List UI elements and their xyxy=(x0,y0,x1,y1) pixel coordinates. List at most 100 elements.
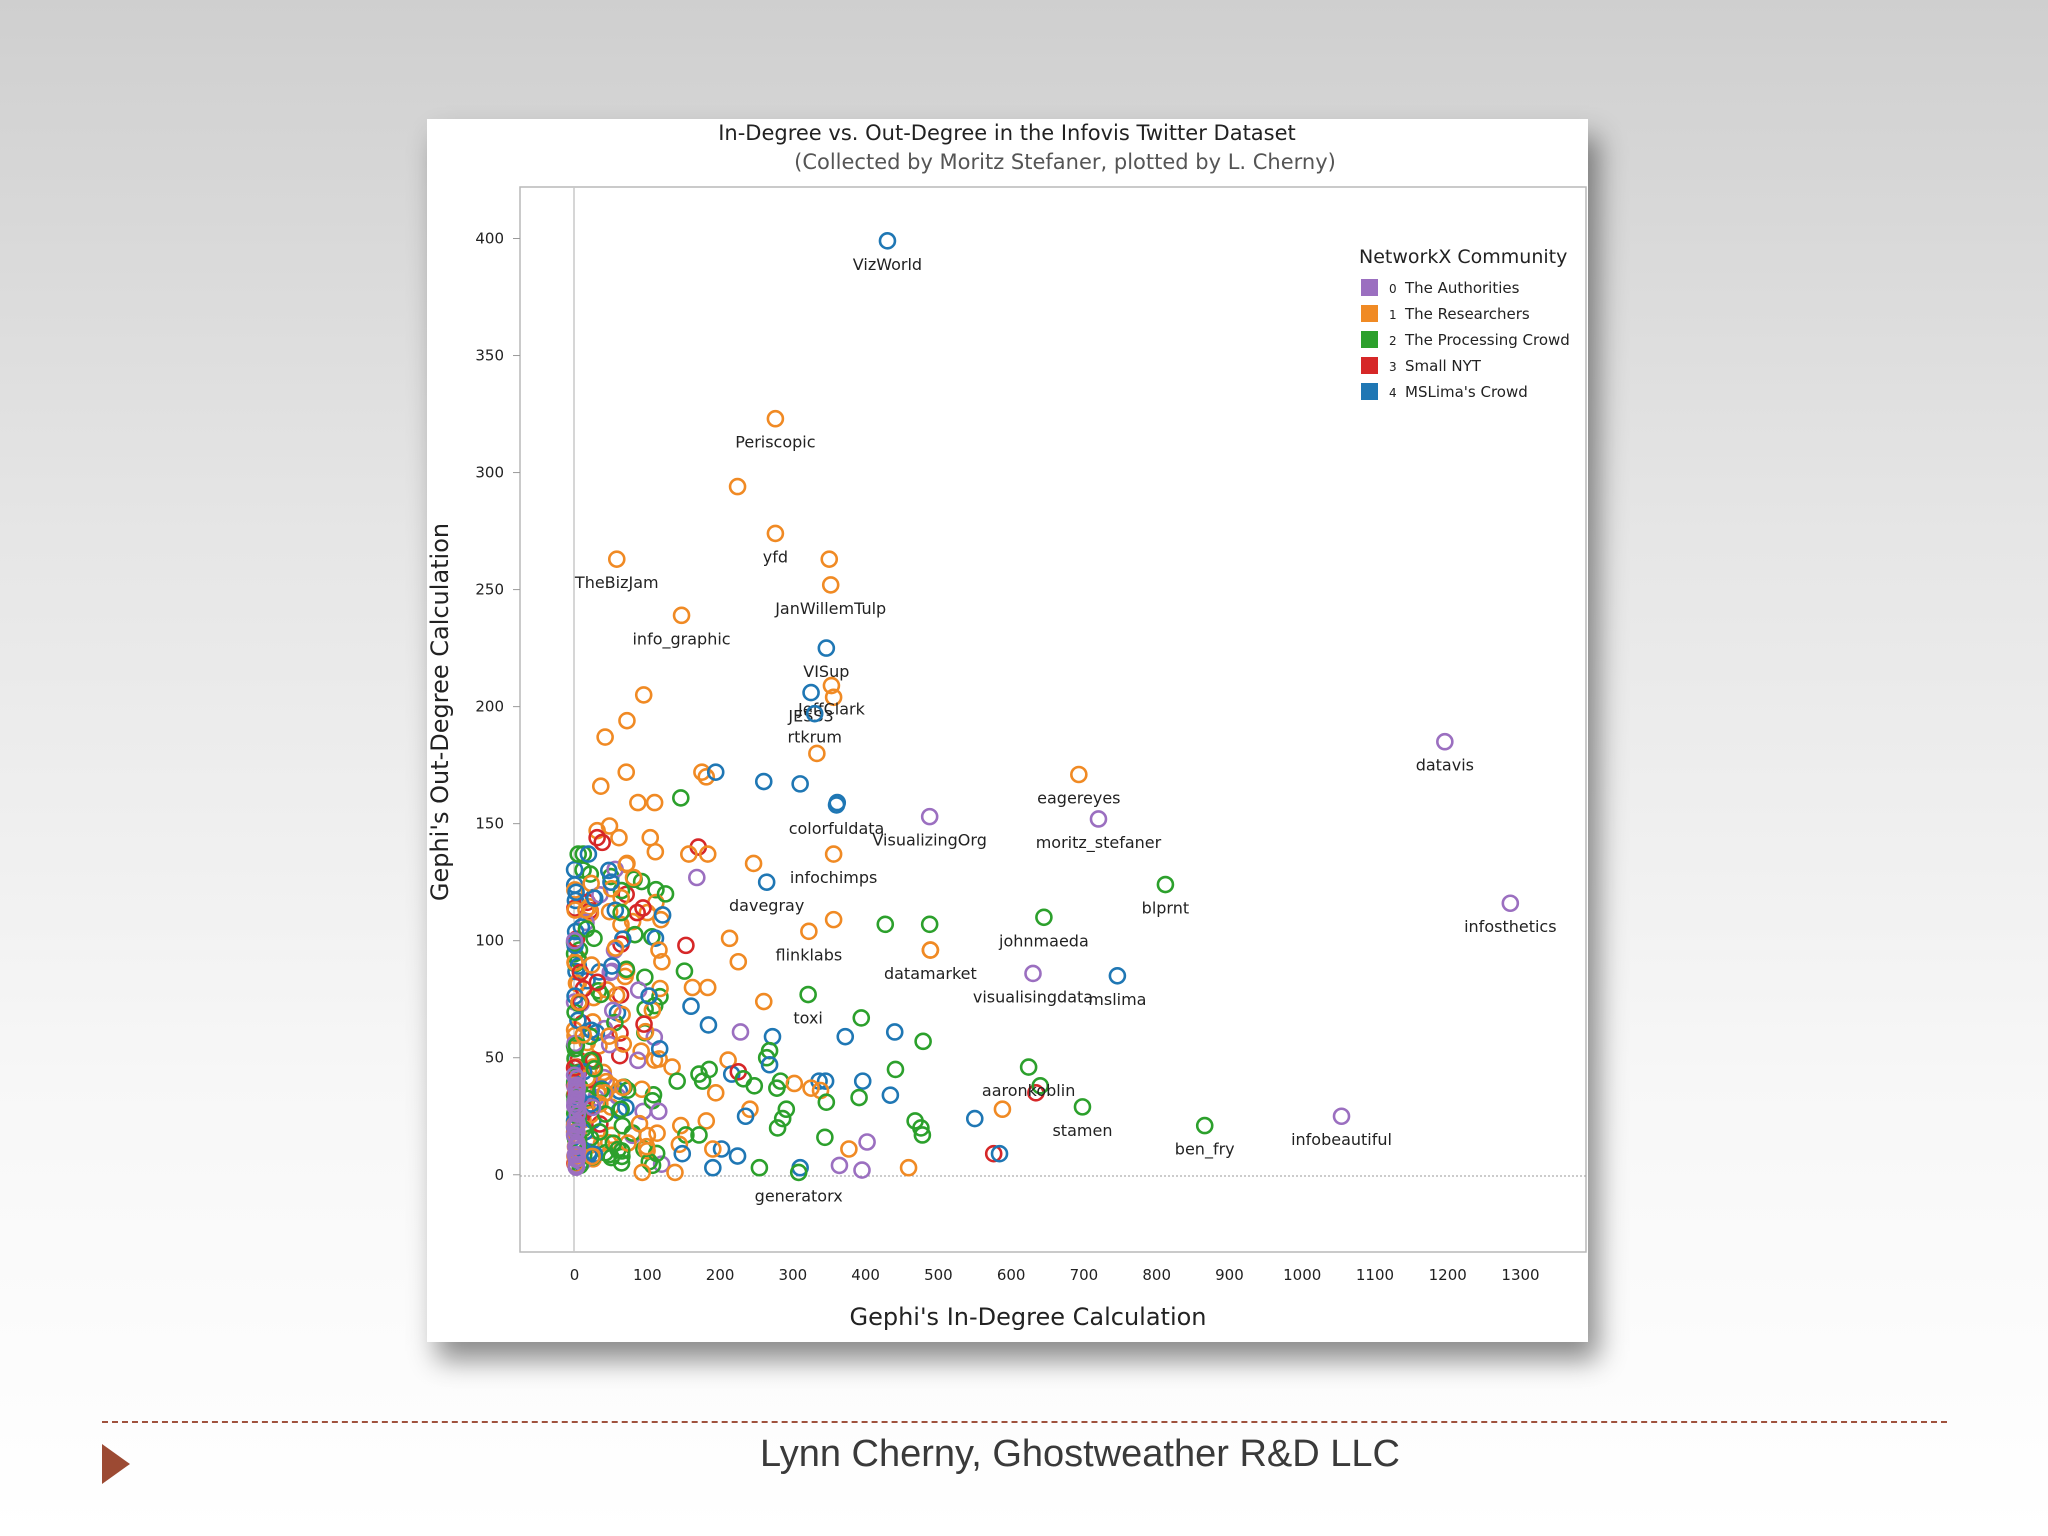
cluster-point xyxy=(614,1035,633,1053)
data-point xyxy=(697,1112,716,1130)
data-point xyxy=(965,1109,984,1128)
data-point xyxy=(653,906,672,924)
cluster-point xyxy=(614,1078,632,1097)
labeled-point xyxy=(824,845,843,863)
data-point xyxy=(777,1100,796,1119)
cluster-point xyxy=(567,883,585,902)
data-point xyxy=(750,1158,769,1177)
labeled-point xyxy=(1436,732,1454,751)
point-label: JeffClark xyxy=(797,700,866,719)
x-tick-label: 500 xyxy=(924,1266,953,1284)
cluster-point xyxy=(602,1148,621,1167)
data-point xyxy=(599,861,618,880)
cluster-point xyxy=(588,973,607,992)
data-point xyxy=(984,1144,1003,1163)
cluster-point xyxy=(591,1115,609,1133)
footer-divider xyxy=(102,1421,1947,1423)
chart-card: In-Degree vs. Out-Degree in the Infovis … xyxy=(427,119,1588,1342)
data-point xyxy=(579,845,598,863)
data-point xyxy=(624,868,643,887)
legend-swatch xyxy=(1361,331,1378,348)
legend-number: 1 xyxy=(1389,308,1397,322)
cluster-point xyxy=(632,1042,650,1060)
cluster-point xyxy=(565,1059,584,1077)
point-label: info_graphic xyxy=(632,629,730,649)
data-point xyxy=(610,828,628,847)
cluster-point xyxy=(577,913,595,932)
data-point xyxy=(569,845,588,863)
labeled-point xyxy=(878,232,897,250)
data-point xyxy=(913,1126,932,1144)
y-tick-label: 100 xyxy=(475,932,504,950)
point-label: ben_fry xyxy=(1175,1140,1235,1160)
x-tick-label: 200 xyxy=(706,1266,735,1284)
data-point xyxy=(853,1072,872,1090)
footer-credit: Lynn Cherny, Ghostweather R&D LLC xyxy=(760,1433,1400,1475)
cluster-point xyxy=(600,1035,619,1054)
cluster-point xyxy=(652,1155,671,1173)
point-label: johnmaeda xyxy=(998,931,1089,950)
data-point xyxy=(728,1147,747,1165)
x-tick-label: 1200 xyxy=(1429,1266,1467,1284)
labeled-points: VizWorld Periscopic yfd TheBizJam JanWillemT… xyxy=(574,232,1557,1205)
y-tick-label: 250 xyxy=(475,581,504,599)
data-point xyxy=(852,1009,871,1027)
cluster-point xyxy=(574,1026,593,1044)
data-point xyxy=(645,793,664,812)
data-point xyxy=(817,1093,836,1111)
data-point xyxy=(668,1072,686,1090)
y-tick-label: 200 xyxy=(475,698,504,716)
data-point xyxy=(1031,1077,1050,1095)
data-point xyxy=(588,828,606,847)
data-point xyxy=(816,1128,834,1147)
legend-number: 0 xyxy=(1389,282,1397,296)
cluster-point xyxy=(565,860,584,879)
labeled-point xyxy=(607,550,626,568)
point-label: infochimps xyxy=(790,868,877,887)
point-label: mslima xyxy=(1088,990,1146,1009)
data-point xyxy=(633,1163,652,1182)
cluster-point xyxy=(566,901,584,919)
legend-swatch xyxy=(1361,383,1378,400)
data-point xyxy=(850,1088,868,1107)
data-point xyxy=(785,1074,804,1093)
labeled-point xyxy=(920,807,939,826)
labeled-point xyxy=(757,873,776,891)
data-point xyxy=(675,962,694,980)
cluster-point xyxy=(566,953,584,972)
cluster-point xyxy=(565,1066,584,1085)
data-point xyxy=(697,768,716,786)
y-axis-ticks: 0 50 100 150 200 250 300 350 400 xyxy=(475,229,520,1184)
labeled-point xyxy=(805,704,824,723)
data-point xyxy=(617,763,636,781)
plot-frame xyxy=(519,186,1587,1253)
cluster-point xyxy=(649,1102,668,1121)
data-point xyxy=(763,1027,782,1046)
data-point xyxy=(634,686,653,704)
cluster-point xyxy=(635,1015,653,1033)
cluster-point xyxy=(569,1011,587,1030)
data-point xyxy=(670,1135,689,1154)
legend-swatch xyxy=(1361,279,1378,296)
data-point xyxy=(912,1119,930,1137)
data-point xyxy=(672,1116,690,1135)
data-point xyxy=(876,915,895,934)
cluster-point xyxy=(565,932,584,950)
data-point xyxy=(698,978,717,997)
legend-swatch xyxy=(1361,357,1378,374)
legend: NetworkX Community 0 The Authorities 1 The … xyxy=(1359,246,1570,401)
legend-swatch xyxy=(1361,305,1378,322)
data-point xyxy=(768,1119,787,1137)
labeled-point xyxy=(800,922,818,941)
x-tick-label: 900 xyxy=(1215,1266,1244,1284)
legend-number: 2 xyxy=(1389,334,1397,348)
labeled-point xyxy=(821,576,840,594)
data-point xyxy=(993,1100,1012,1119)
y-tick-label: 0 xyxy=(494,1166,504,1184)
labeled-point xyxy=(1195,1116,1214,1135)
data-point xyxy=(690,1126,708,1144)
cluster-point xyxy=(582,956,601,974)
data-point xyxy=(830,1156,849,1175)
x-tick-label: 1000 xyxy=(1283,1266,1321,1284)
legend-label: Small NYT xyxy=(1405,357,1482,375)
